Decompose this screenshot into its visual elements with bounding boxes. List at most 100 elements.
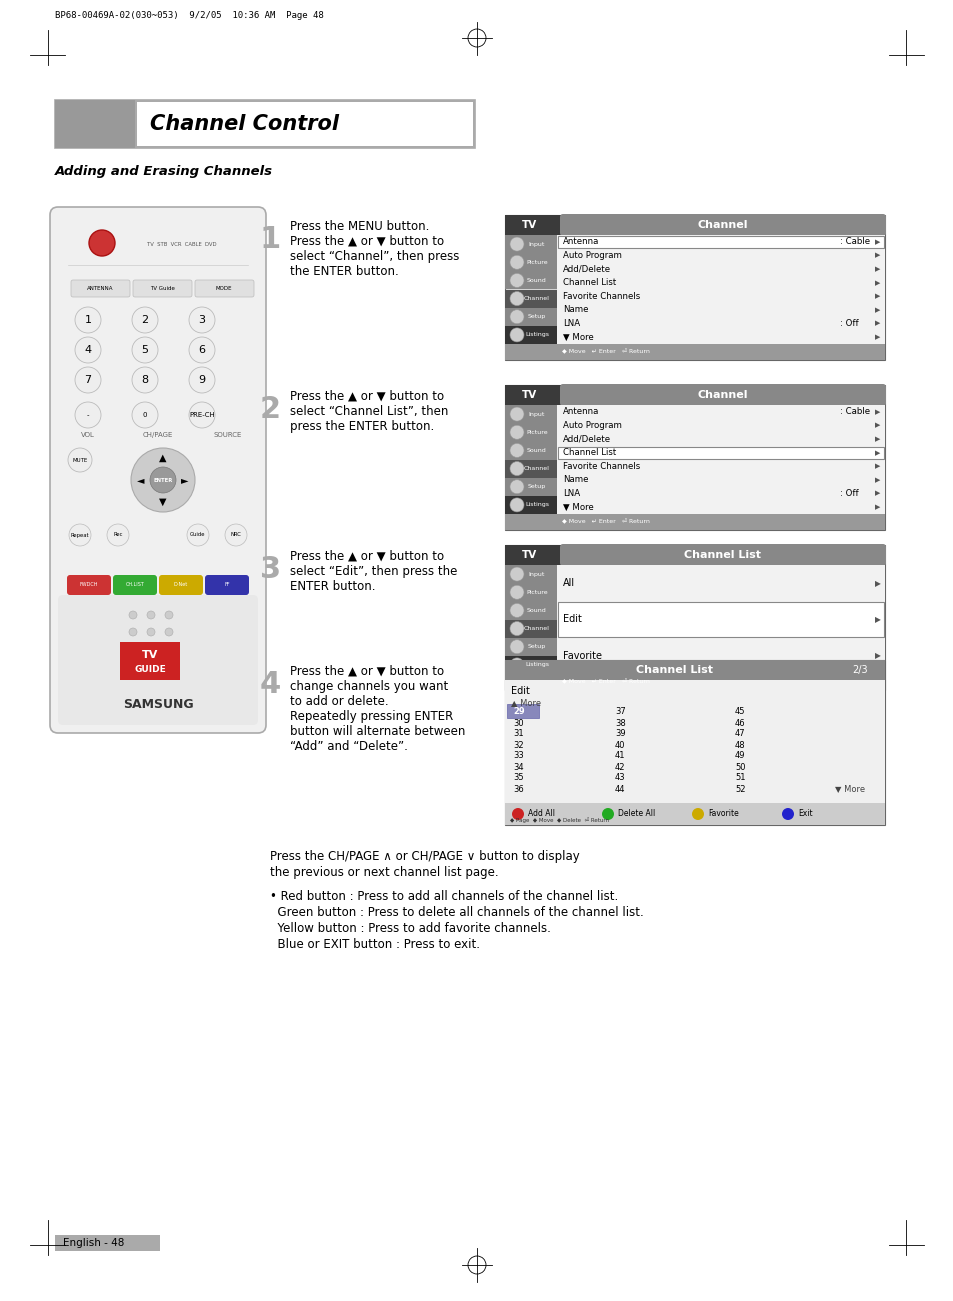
Bar — [504, 674, 884, 690]
Text: TV  STB  VCR  CABLE  DVD: TV STB VCR CABLE DVD — [147, 242, 216, 247]
Bar — [504, 803, 884, 825]
Circle shape — [150, 467, 175, 493]
FancyBboxPatch shape — [67, 575, 111, 595]
Text: • Red button : Press to add all channels of the channel list.: • Red button : Press to add all channels… — [270, 890, 618, 903]
Text: ▶: ▶ — [874, 320, 880, 327]
Text: Channel: Channel — [697, 390, 747, 399]
Circle shape — [189, 307, 214, 333]
Text: Sound: Sound — [527, 278, 546, 282]
Text: CH/PAGE: CH/PAGE — [143, 432, 173, 438]
Bar — [504, 459, 557, 477]
Text: ▶: ▶ — [874, 490, 880, 497]
Text: TV: TV — [522, 220, 537, 230]
Text: 30: 30 — [513, 718, 523, 727]
Bar — [504, 215, 555, 235]
Circle shape — [75, 337, 101, 363]
Text: Picture: Picture — [526, 589, 547, 595]
Bar — [557, 235, 884, 343]
Text: Add All: Add All — [527, 809, 555, 818]
Bar — [504, 325, 557, 343]
Text: ▶: ▶ — [874, 477, 880, 483]
Text: English - 48: English - 48 — [63, 1239, 124, 1248]
Text: ANTENNA: ANTENNA — [87, 285, 113, 290]
Circle shape — [165, 628, 172, 636]
Text: ◄: ◄ — [137, 475, 145, 485]
Text: the previous or next channel list page.: the previous or next channel list page. — [270, 866, 498, 879]
Text: Setup: Setup — [527, 315, 545, 319]
Text: 29: 29 — [513, 708, 524, 717]
Text: SOURCE: SOURCE — [213, 432, 242, 438]
Bar — [504, 680, 884, 803]
Bar — [504, 272, 557, 290]
Text: MODE: MODE — [215, 285, 232, 290]
FancyBboxPatch shape — [159, 575, 203, 595]
Bar — [137, 101, 473, 146]
Text: Adding and Erasing Channels: Adding and Erasing Channels — [55, 165, 273, 178]
Text: ◆ Page  ◆ Move  ◆ Delete  ⏎ Return: ◆ Page ◆ Move ◆ Delete ⏎ Return — [510, 817, 608, 822]
Text: Sound: Sound — [527, 608, 546, 613]
Text: press the ENTER button.: press the ENTER button. — [290, 420, 434, 433]
Text: BP68-00469A-02(030~053)  9/2/05  10:36 AM  Page 48: BP68-00469A-02(030~053) 9/2/05 10:36 AM … — [55, 10, 323, 20]
Text: ◆ Move   ↵ Enter   ⏎ Return: ◆ Move ↵ Enter ⏎ Return — [561, 350, 649, 355]
Text: ◆ Move   ↵ Enter   ⏎ Return: ◆ Move ↵ Enter ⏎ Return — [561, 679, 649, 684]
Bar — [504, 496, 557, 514]
Text: 0: 0 — [143, 412, 147, 418]
Text: -: - — [87, 412, 90, 418]
Text: 38: 38 — [615, 718, 625, 727]
Bar — [504, 545, 884, 690]
FancyBboxPatch shape — [58, 595, 257, 725]
Bar — [120, 641, 180, 680]
FancyBboxPatch shape — [559, 384, 885, 406]
Bar — [504, 565, 557, 583]
Text: Press the ▲ or ▼ button to: Press the ▲ or ▼ button to — [290, 550, 444, 563]
Bar — [504, 343, 884, 360]
Bar — [504, 385, 884, 530]
Text: VOL: VOL — [81, 432, 95, 438]
Bar — [55, 100, 475, 148]
Text: MUTE: MUTE — [72, 458, 88, 462]
Text: LNA: LNA — [562, 319, 579, 328]
Text: 40: 40 — [615, 740, 625, 749]
Circle shape — [510, 255, 523, 269]
Circle shape — [510, 585, 523, 600]
Text: Antenna: Antenna — [562, 237, 598, 246]
Text: Press the ▲ or ▼ button to: Press the ▲ or ▼ button to — [290, 665, 444, 678]
Text: 36: 36 — [513, 785, 523, 794]
Circle shape — [510, 328, 523, 342]
Text: Name: Name — [562, 475, 588, 484]
Text: D-Net: D-Net — [173, 582, 188, 587]
Bar — [504, 619, 557, 637]
Circle shape — [510, 567, 523, 582]
Text: TV: TV — [522, 550, 537, 559]
Text: Name: Name — [562, 306, 588, 315]
Text: Input: Input — [528, 571, 544, 576]
Bar — [55, 100, 135, 148]
Bar — [504, 514, 884, 530]
Text: Sound: Sound — [527, 448, 546, 453]
FancyBboxPatch shape — [112, 575, 157, 595]
Text: 8: 8 — [141, 375, 149, 385]
Text: GUIDE: GUIDE — [134, 665, 166, 674]
Bar — [55, 1235, 160, 1252]
Text: select “Channel List”, then: select “Channel List”, then — [290, 405, 448, 418]
Text: Exit: Exit — [797, 809, 812, 818]
Text: Press the ▲ or ▼ button to: Press the ▲ or ▼ button to — [290, 235, 444, 248]
Text: 39: 39 — [615, 730, 625, 739]
Text: ▲ More: ▲ More — [511, 699, 540, 706]
Text: 2: 2 — [141, 315, 149, 325]
Text: select “Channel”, then press: select “Channel”, then press — [290, 250, 459, 263]
Text: 31: 31 — [513, 730, 523, 739]
Text: ENTER button.: ENTER button. — [290, 580, 375, 593]
Circle shape — [165, 611, 172, 619]
Circle shape — [510, 407, 523, 422]
Bar — [504, 290, 557, 307]
Text: 3: 3 — [260, 556, 281, 584]
Text: ▼ More: ▼ More — [562, 502, 593, 511]
Text: Antenna: Antenna — [562, 407, 598, 416]
Circle shape — [75, 367, 101, 393]
Bar — [557, 405, 884, 514]
Text: Channel: Channel — [523, 297, 549, 301]
Circle shape — [189, 337, 214, 363]
Text: Edit: Edit — [562, 614, 581, 624]
Text: ENTER: ENTER — [153, 477, 172, 483]
